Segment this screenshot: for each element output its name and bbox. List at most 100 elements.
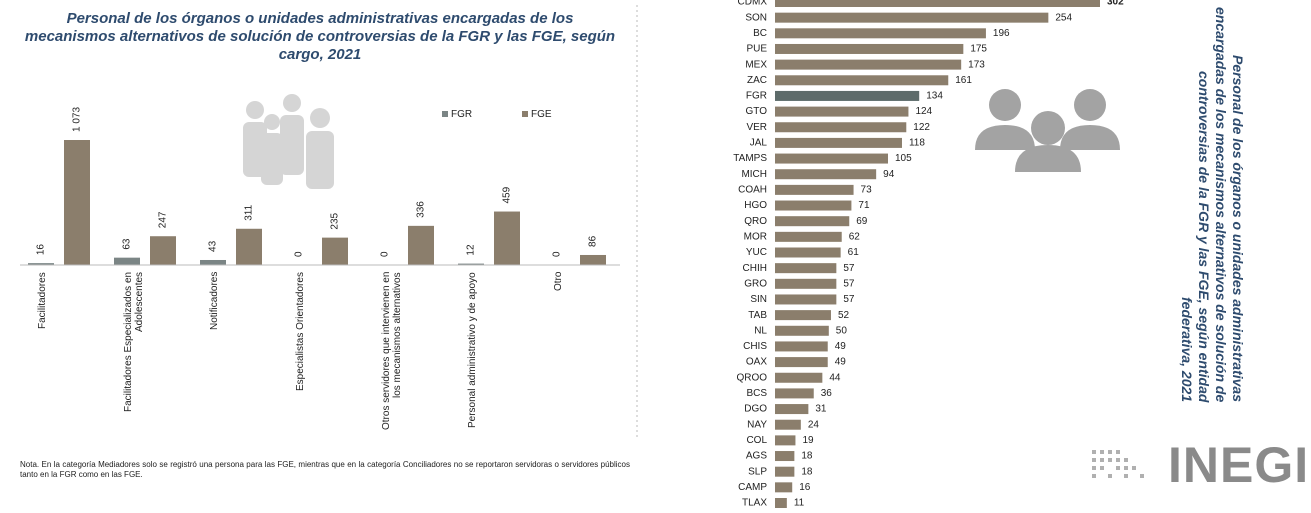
x-tick-label: Otros servidores que intervienen en los … — [381, 272, 403, 431]
data-label: 122 — [913, 122, 930, 133]
data-label: 254 — [1055, 12, 1072, 23]
bar — [775, 0, 1100, 7]
data-label: 336 — [416, 201, 427, 218]
bar — [775, 153, 888, 164]
data-label: 161 — [955, 75, 972, 86]
chart-title: Personal de los órganos o unidades admin… — [24, 10, 616, 63]
y-tick-label: HGO — [744, 200, 767, 211]
bar — [775, 90, 920, 101]
logo-dots — [1092, 450, 1144, 478]
bar — [200, 259, 226, 265]
y-tick-label: GRO — [744, 278, 767, 289]
x-tick-label: Facilitadores — [37, 272, 48, 329]
y-tick-label: SLP — [748, 466, 767, 477]
data-label: 57 — [843, 263, 855, 274]
y-tick-label: QRO — [744, 216, 767, 227]
data-label: 18 — [801, 466, 813, 477]
y-tick-label: DGO — [744, 404, 767, 415]
data-label: 0 — [380, 251, 391, 257]
data-label: 24 — [808, 419, 820, 430]
data-label: 52 — [838, 310, 850, 321]
bar — [458, 263, 484, 265]
data-label: 36 — [821, 388, 833, 399]
bar — [775, 388, 814, 399]
x-tick-label: Notificadores — [209, 272, 220, 331]
data-label: 16 — [36, 244, 47, 256]
bar — [775, 43, 964, 54]
y-tick-label: SIN — [750, 294, 767, 305]
y-tick-label: FGR — [746, 91, 767, 102]
bar — [775, 75, 949, 86]
data-label: 173 — [968, 59, 985, 70]
bar — [775, 404, 809, 415]
bar — [150, 236, 176, 265]
x-tick-label: Facilitadores Especializados en Adolesce… — [123, 272, 145, 413]
bar — [775, 482, 793, 493]
bar — [114, 257, 140, 265]
bar — [775, 451, 795, 462]
data-label: 62 — [849, 231, 861, 242]
bar — [775, 28, 986, 39]
y-tick-label: CAMP — [738, 482, 767, 493]
bar — [775, 137, 902, 148]
note: Nota. En la categoría Mediadores solo se… — [20, 460, 630, 479]
bar — [28, 263, 54, 265]
bar — [775, 341, 828, 352]
data-label: 71 — [858, 200, 870, 211]
y-tick-label: BCS — [746, 388, 767, 399]
data-label: 0 — [552, 251, 563, 257]
y-tick-label: CHIS — [743, 341, 767, 352]
bar — [580, 254, 606, 265]
legend-label: FGE — [531, 109, 552, 120]
data-label: 124 — [915, 106, 932, 117]
y-tick-label: QROO — [736, 372, 767, 383]
y-tick-label: CDMX — [738, 0, 768, 8]
data-label: 175 — [970, 44, 987, 55]
data-label: 57 — [843, 278, 855, 289]
legend-swatch — [522, 111, 528, 117]
legend-label: FGR — [451, 109, 472, 120]
data-label: 302 — [1107, 0, 1124, 8]
data-label: 105 — [895, 153, 912, 164]
bar — [775, 184, 854, 195]
data-label: 235 — [330, 213, 341, 230]
data-label: 94 — [883, 169, 895, 180]
data-label: 86 — [588, 235, 599, 247]
bar — [775, 435, 796, 446]
y-tick-label: MOR — [744, 231, 767, 242]
y-tick-label: OAX — [746, 357, 767, 368]
y-tick-label: COAH — [738, 185, 767, 196]
bar — [775, 325, 829, 336]
y-tick-label: JAL — [750, 138, 768, 149]
y-tick-label: NAY — [747, 419, 767, 430]
y-tick-label: VER — [746, 122, 767, 133]
bar — [775, 216, 850, 227]
bar — [64, 140, 90, 265]
data-label: 196 — [993, 28, 1010, 39]
bar — [775, 372, 823, 383]
data-label: 118 — [909, 138, 925, 149]
bar — [775, 466, 795, 477]
data-label: 31 — [815, 404, 827, 415]
bar — [775, 247, 841, 258]
data-label: 1 073 — [72, 107, 83, 132]
people-icon — [243, 94, 334, 189]
x-tick-label: Personal administrativo y de apoyo — [467, 272, 478, 428]
bar — [408, 225, 434, 265]
bar — [775, 263, 837, 274]
group-icon — [975, 89, 1120, 172]
bar — [775, 278, 837, 289]
data-label: 63 — [122, 238, 133, 250]
chart-title: Personal de los órganos o unidades admin… — [1179, 6, 1246, 402]
data-label: 19 — [802, 435, 814, 446]
y-tick-label: YUC — [746, 247, 767, 258]
data-label: 311 — [244, 204, 255, 220]
data-label: 73 — [861, 185, 873, 196]
data-label: 247 — [158, 211, 169, 228]
bar — [775, 231, 842, 242]
bar — [322, 237, 348, 265]
y-tick-label: PUE — [746, 44, 767, 55]
y-tick-label: AGS — [746, 451, 767, 462]
